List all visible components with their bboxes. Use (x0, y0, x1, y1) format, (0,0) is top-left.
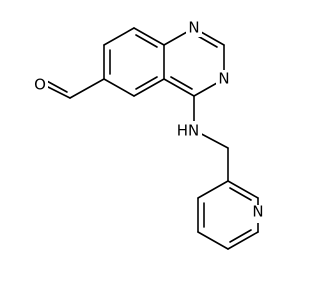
atom-label: O (34, 76, 46, 94)
molecule-diagram: O N N HN N (32, 18, 266, 250)
atom-label: N (252, 203, 263, 221)
atom-labels: O N N HN N (32, 19, 266, 223)
bonds (41, 27, 259, 250)
atom-label: N (218, 70, 229, 88)
atom-label: N (188, 19, 199, 37)
atom-label: HN (177, 122, 200, 140)
